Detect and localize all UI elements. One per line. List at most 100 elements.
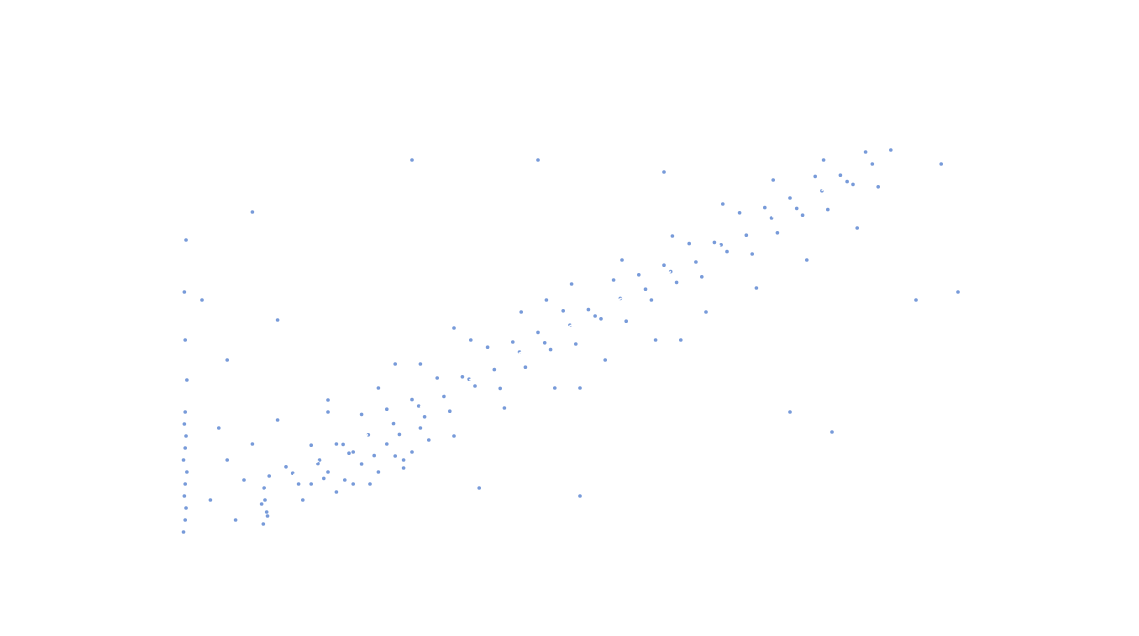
scatter-point (620, 258, 624, 262)
scatter-point (343, 478, 347, 482)
scatter-point (452, 326, 456, 330)
scatter-point (712, 240, 717, 245)
scatter-point (548, 347, 553, 352)
scatter-point (442, 394, 446, 399)
scatter-point (401, 466, 406, 470)
scatter-point (662, 170, 666, 174)
scatter-point (502, 406, 507, 410)
scatter-point (410, 397, 414, 402)
scatter-point (670, 234, 675, 238)
scatter-point (511, 340, 515, 344)
scatter-point (217, 426, 221, 430)
scatter-point (351, 450, 356, 454)
scatter-point (401, 458, 406, 462)
scatter-point (662, 263, 666, 268)
scatter-point (721, 202, 725, 206)
scatter-point (599, 317, 603, 321)
scatter-point (334, 490, 339, 494)
scatter-point (182, 290, 187, 294)
scatter-point (956, 290, 960, 294)
scatter-point (574, 342, 578, 346)
scatter-point (418, 362, 423, 366)
scatter-point (611, 278, 616, 282)
scatter-point (418, 426, 423, 430)
scatter-point (233, 518, 238, 522)
scatter-point (225, 358, 229, 362)
scatter-point (183, 482, 187, 486)
scatter-point (184, 434, 188, 438)
scatter-point (416, 404, 421, 408)
scatter-point (397, 432, 402, 437)
scatter-point (183, 518, 187, 522)
scatter-point (182, 422, 187, 426)
scatter-point (523, 365, 528, 370)
scatter-point (185, 378, 189, 382)
scatter-point (347, 451, 351, 456)
scatter-point (427, 438, 431, 442)
scatter-point (485, 345, 490, 350)
scatter-point (182, 494, 187, 498)
scatter-point (473, 384, 477, 388)
scatter-point (452, 434, 456, 438)
scatter-point (317, 458, 322, 462)
scatter-point (326, 470, 330, 474)
scatter-point (259, 502, 264, 506)
scatter-point (275, 418, 280, 422)
scatter-point (889, 148, 893, 152)
scatter-point (391, 421, 396, 426)
scatter-point (267, 474, 272, 478)
scatter-point (674, 280, 679, 285)
scatter-point (393, 362, 398, 366)
scatter-point (561, 309, 565, 313)
scatter-point (805, 258, 809, 262)
scatter-point (603, 358, 607, 362)
scatter-point (385, 442, 389, 446)
scatter-point (372, 453, 377, 458)
scatter-point (265, 514, 270, 518)
scatter-point (553, 386, 557, 390)
scatter-point (326, 410, 330, 414)
scatter-point (542, 341, 547, 345)
scatter-point (863, 150, 868, 154)
scatter-point (385, 407, 389, 412)
scatter-point (536, 158, 540, 162)
scatter-point (262, 486, 266, 490)
scatter-point (754, 286, 759, 290)
scatter-point (637, 273, 641, 277)
scatter-point (250, 442, 255, 446)
scatter-point (750, 252, 754, 256)
scatter-point (800, 213, 805, 217)
scatter-point (593, 314, 597, 318)
scatter-point (469, 338, 473, 342)
scatter-point (359, 412, 364, 417)
scatter-point (845, 179, 849, 184)
scatter-point (788, 410, 792, 414)
scatter-point (264, 510, 269, 514)
scatter-point (326, 398, 330, 402)
scatter-point (771, 178, 775, 182)
scatter-point (225, 458, 229, 462)
trend-line (264, 169, 861, 491)
scatter-point (569, 282, 574, 286)
scatter-point (687, 241, 691, 246)
scatter-point (744, 233, 749, 237)
scatter-point (208, 498, 213, 502)
scatter-point (492, 367, 497, 372)
scatter-point (184, 506, 188, 510)
scatter-point (200, 298, 204, 302)
scatter-point (250, 210, 255, 214)
scatter-point (181, 458, 186, 462)
scatter-point (261, 522, 266, 526)
scatter-point (737, 211, 742, 215)
scatter-point (448, 409, 452, 414)
scatter-point (586, 307, 591, 312)
scatter-point (653, 338, 658, 342)
scatter-point (763, 205, 767, 210)
scatter-point (704, 310, 708, 314)
scatter-point (410, 158, 414, 162)
scatter-point (359, 462, 364, 466)
scatter-point (578, 494, 582, 498)
scatter-point (183, 446, 187, 450)
